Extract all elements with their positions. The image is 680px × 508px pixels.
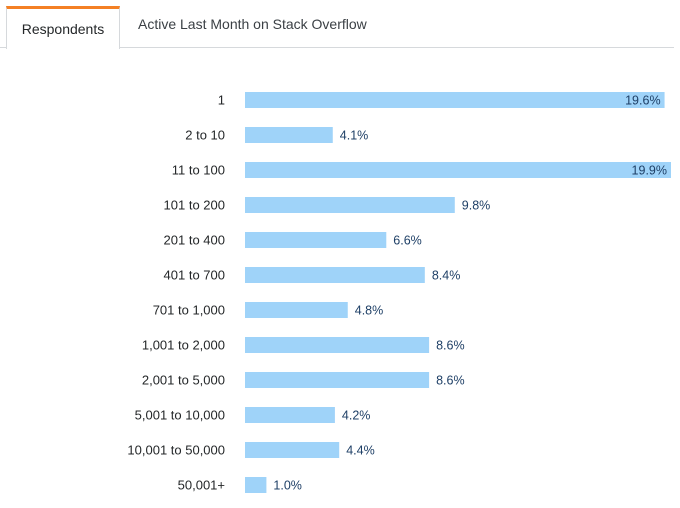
category-label: 101 to 200 bbox=[164, 198, 225, 213]
value-label: 19.9% bbox=[632, 164, 667, 178]
category-label: 11 to 100 bbox=[172, 163, 225, 178]
category-label: 701 to 1,000 bbox=[153, 303, 225, 318]
category-label: 1,001 to 2,000 bbox=[142, 338, 225, 353]
bar bbox=[245, 232, 387, 248]
bar bbox=[245, 337, 430, 353]
value-label: 4.1% bbox=[340, 129, 369, 143]
category-label: 2,001 to 5,000 bbox=[142, 373, 225, 388]
bar bbox=[245, 162, 671, 178]
value-label: 19.6% bbox=[625, 94, 660, 108]
value-label: 4.4% bbox=[346, 444, 375, 458]
category-label: 2 to 10 bbox=[185, 128, 225, 143]
bar bbox=[245, 442, 340, 458]
category-label: 1 bbox=[218, 93, 225, 108]
value-label: 8.6% bbox=[436, 374, 465, 388]
value-label: 6.6% bbox=[393, 234, 422, 248]
value-label: 8.6% bbox=[436, 339, 465, 353]
tab-bar: Respondents Active Last Month on Stack O… bbox=[0, 0, 674, 49]
category-label: 5,001 to 10,000 bbox=[135, 408, 225, 423]
bar bbox=[245, 372, 430, 388]
category-label: 10,001 to 50,000 bbox=[127, 443, 225, 458]
bar bbox=[245, 267, 425, 283]
bar bbox=[245, 477, 267, 493]
bar bbox=[245, 127, 333, 143]
bar bbox=[245, 197, 455, 213]
bar bbox=[245, 407, 335, 423]
value-label: 9.8% bbox=[462, 199, 491, 213]
bar bbox=[245, 92, 665, 108]
tab-active-last-month[interactable]: Active Last Month on Stack Overflow bbox=[138, 16, 367, 32]
value-label: 1.0% bbox=[273, 479, 302, 493]
category-label: 201 to 400 bbox=[164, 233, 225, 248]
bar bbox=[245, 302, 348, 318]
category-label: 401 to 700 bbox=[164, 268, 225, 283]
tab-respondents[interactable]: Respondents bbox=[6, 6, 120, 49]
value-label: 4.8% bbox=[355, 304, 384, 318]
category-label: 50,001+ bbox=[178, 478, 225, 493]
value-label: 8.4% bbox=[432, 269, 461, 283]
value-label: 4.2% bbox=[342, 409, 371, 423]
